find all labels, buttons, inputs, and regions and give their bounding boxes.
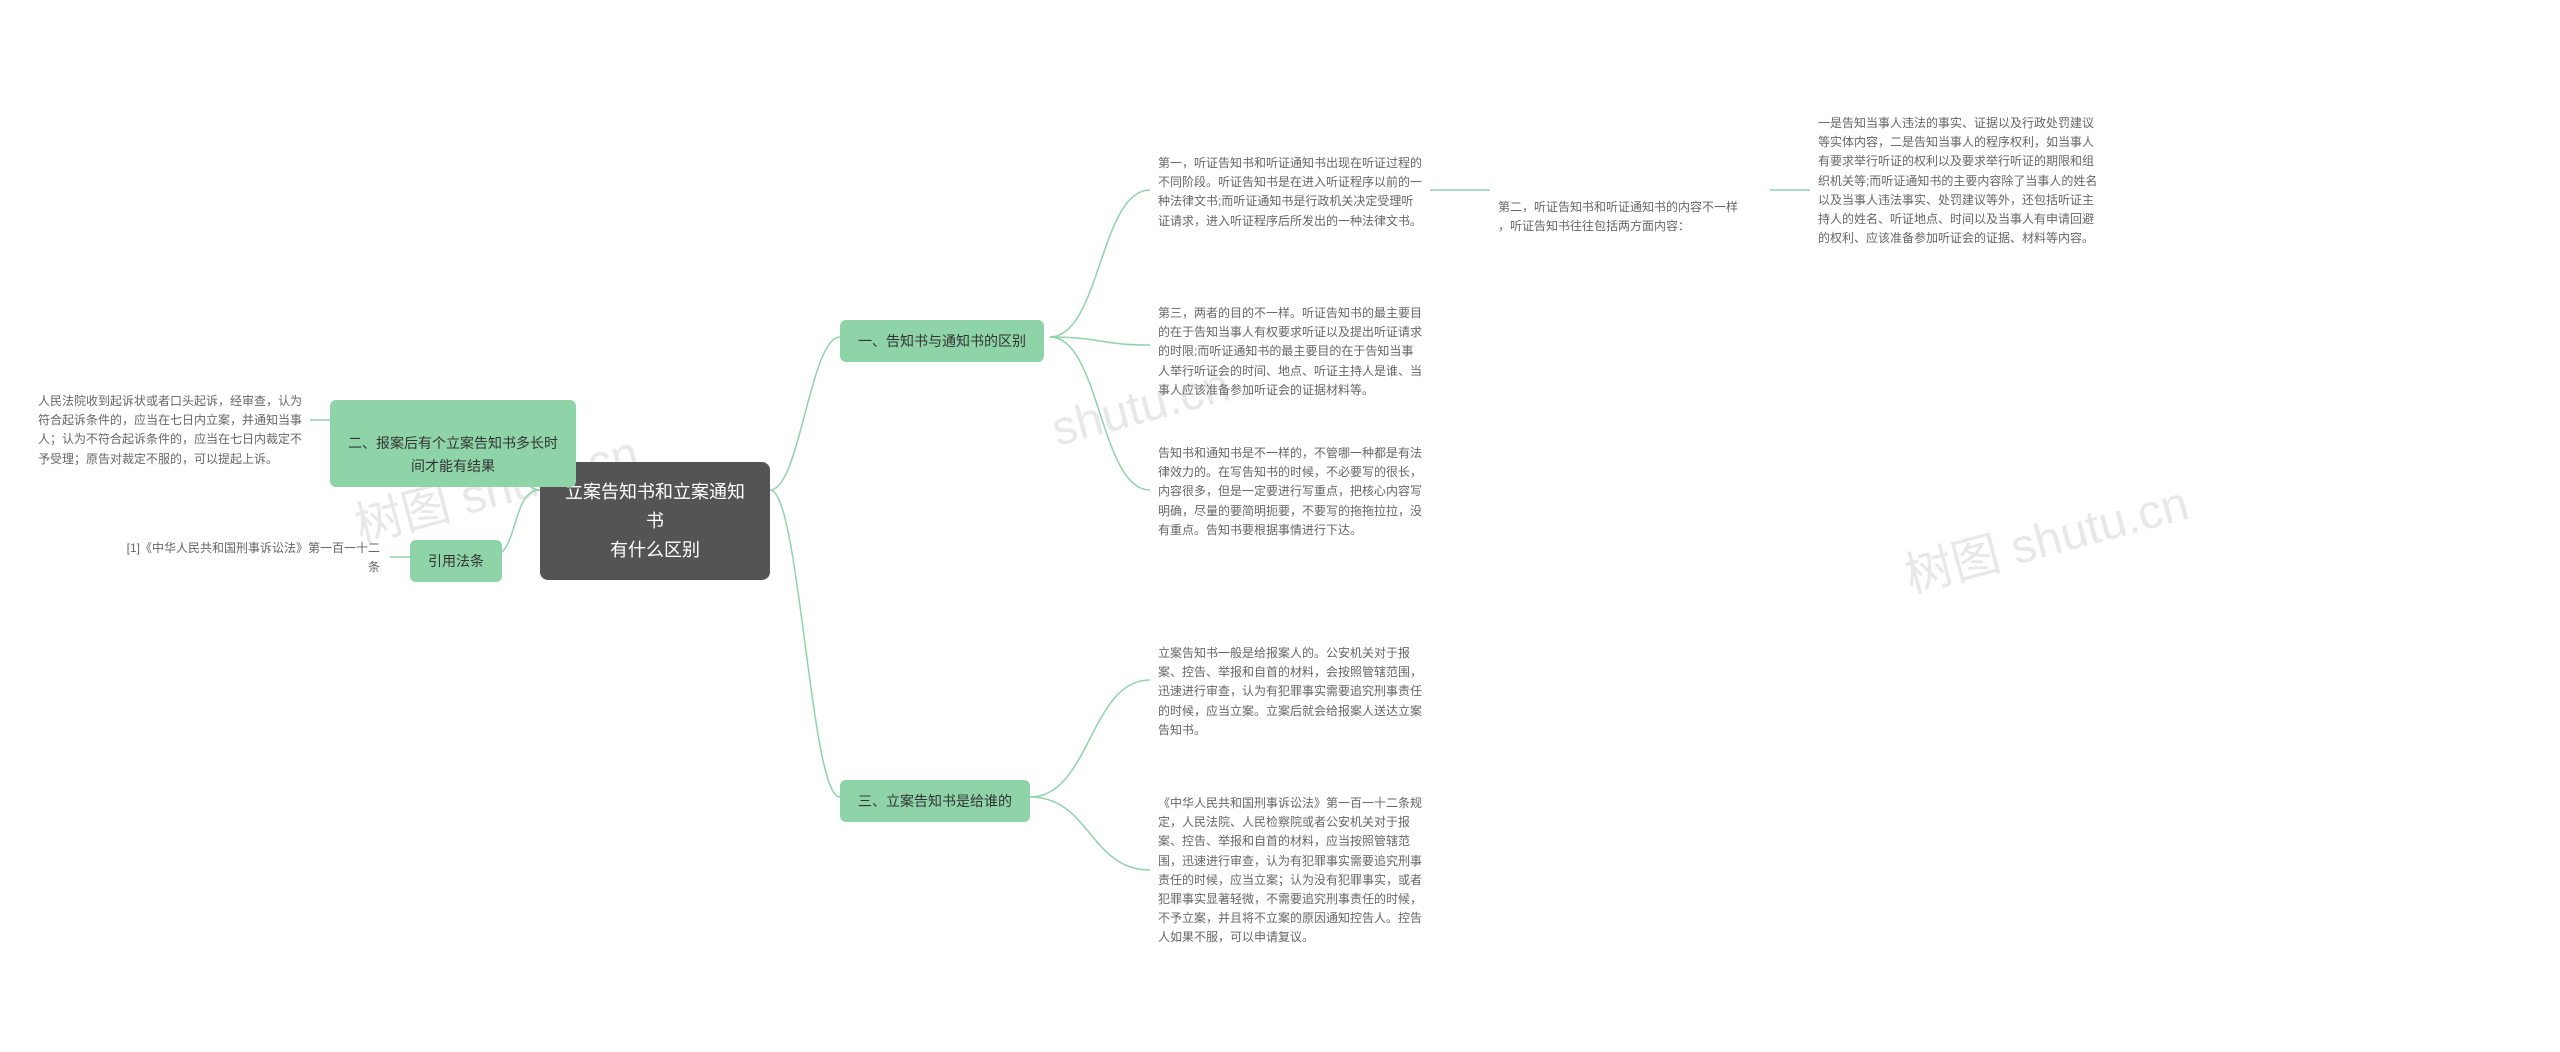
leaf-b2-1[interactable]: 人民法院收到起诉状或者口头起诉，经审查，认为符合起诉条件的，应当在七日内立案，并… <box>30 388 310 473</box>
root-title-line2: 有什么区别 <box>564 536 746 565</box>
leaf-b1-4[interactable]: 告知书和通知书是不一样的，不管哪一种都是有法律效力的。在写告知书的时候，不必要写… <box>1150 440 1430 544</box>
root-title-line1: 立案告知书和立案通知书 <box>564 478 746 536</box>
leaf-b1-2-label[interactable]: 第二，听证告知书和听证通知书的内容不一样 ，听证告知书往往包括两方面内容： <box>1490 175 1770 241</box>
leaf-b1-1[interactable]: 第一，听证告知书和听证通知书出现在听证过程的不同阶段。听证告知书是在进入听证程序… <box>1150 150 1430 235</box>
leaf-b1-3[interactable]: 第三，两者的目的不一样。听证告知书的最主要目的在于告知当事人有权要求听证以及提出… <box>1150 300 1430 404</box>
leaf-b3-1[interactable]: 立案告知书一般是给报案人的。公安机关对于报案、控告、举报和自首的材料，会按照管辖… <box>1150 640 1430 744</box>
branch-1[interactable]: 一、告知书与通知书的区别 <box>840 320 1044 362</box>
leaf-b4-1[interactable]: [1]《中华人民共和国刑事诉讼法》第一百一十二条 <box>108 535 388 581</box>
branch-3[interactable]: 三、立案告知书是给谁的 <box>840 780 1030 822</box>
branch-4[interactable]: 引用法条 <box>410 540 502 582</box>
leaf-b3-2[interactable]: 《中华人民共和国刑事诉讼法》第一百一十二条规定，人民法院、人民检察院或者公安机关… <box>1150 790 1430 952</box>
leaf-b1-2-detail[interactable]: 一是告知当事人违法的事实、证据以及行政处罚建议等实体内容，二是告知当事人的程序权… <box>1810 110 2110 252</box>
branch-2[interactable]: 二、报案后有个立案告知书多长时 间才能有结果 <box>330 400 576 487</box>
watermark-3: 树图 shutu.cn <box>1896 464 2195 607</box>
